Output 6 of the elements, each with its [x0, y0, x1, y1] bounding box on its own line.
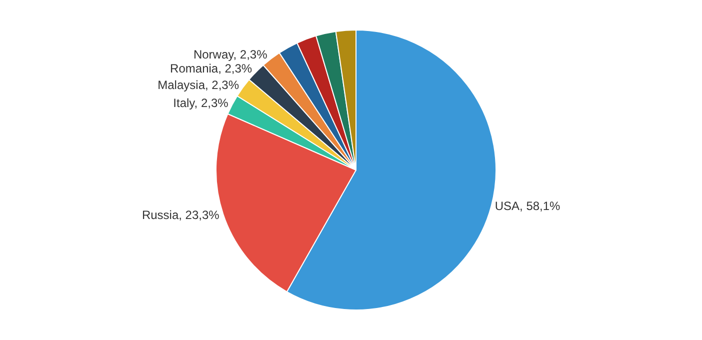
slice-label: Russia, 23,3% — [142, 208, 220, 222]
slice-label: USA, 58,1% — [494, 199, 561, 214]
slice-label: Italy, 2,3% — [173, 96, 229, 110]
slice-label: Romania, 2,3% — [170, 62, 252, 76]
slice-label: Malaysia, 2,3% — [158, 78, 240, 92]
slice-label: Norway, 2,3% — [193, 47, 268, 62]
